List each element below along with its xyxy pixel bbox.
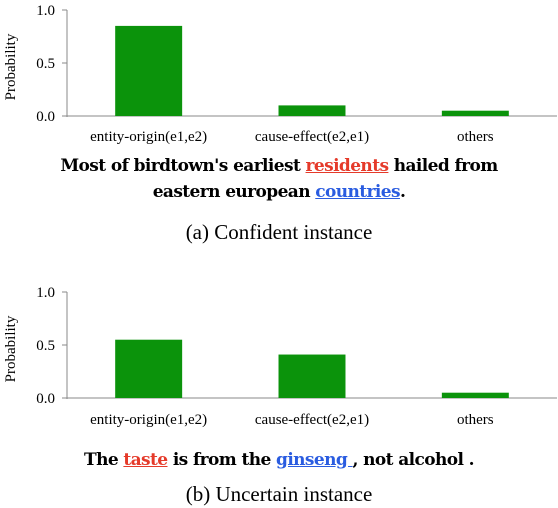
sentence-a-part3: eastern european [152, 182, 316, 202]
x-tick-label: cause-effect(e2,e1) [255, 412, 369, 428]
x-tick-label: entity-origin(e1,e2) [90, 412, 207, 428]
y-axis-label: Probability [3, 315, 19, 382]
bar [441, 392, 509, 398]
bar [441, 110, 509, 116]
bar [278, 105, 346, 116]
x-tick-label: others [457, 129, 494, 145]
bar [115, 25, 183, 116]
bar [115, 339, 183, 398]
x-tick-label: entity-origin(e1,e2) [90, 129, 207, 145]
tail-entity-b: ginseng [276, 450, 353, 470]
sentence-a: Most of birdtown's earliest residents ha… [0, 153, 558, 205]
chart-uncertain: 0.0 0.5 1.0 Probability entity-origin(e1,e2)… [3, 285, 557, 428]
y-tick-label: 0.5 [36, 338, 55, 354]
chart-confident: 0.0 0.5 1.0 Probability entity-origin(e1,e2)… [3, 3, 557, 145]
sentence-a-part1: Most of birdtown's earliest [60, 156, 306, 176]
caption-b: (b) Uncertain instance [185, 482, 373, 506]
y-tick-label: 1.0 [36, 3, 55, 19]
sentence-b: The taste is from the ginseng , not alco… [0, 447, 558, 473]
sentence-a-part4: . [399, 182, 406, 202]
sentence-b-part2: is from the [167, 450, 277, 470]
x-tick-label: others [457, 412, 494, 428]
y-tick-label: 0.0 [36, 391, 55, 407]
y-tick-label: 0.5 [36, 56, 55, 72]
tail-entity-a: countries [315, 182, 400, 202]
y-axis-label: Probability [3, 33, 19, 100]
y-tick-label: 1.0 [36, 285, 55, 301]
head-entity-a: residents [305, 156, 389, 176]
sentence-b-part1: The [84, 450, 124, 470]
caption-a: (a) Confident instance [185, 220, 373, 244]
y-tick-label: 0.0 [36, 109, 55, 125]
x-tick-label: cause-effect(e2,e1) [255, 129, 369, 145]
sentence-a-part2: hailed from [388, 156, 499, 176]
bar [278, 354, 346, 398]
head-entity-b: taste [123, 450, 168, 470]
sentence-b-part3: , not alcohol . [352, 450, 475, 470]
